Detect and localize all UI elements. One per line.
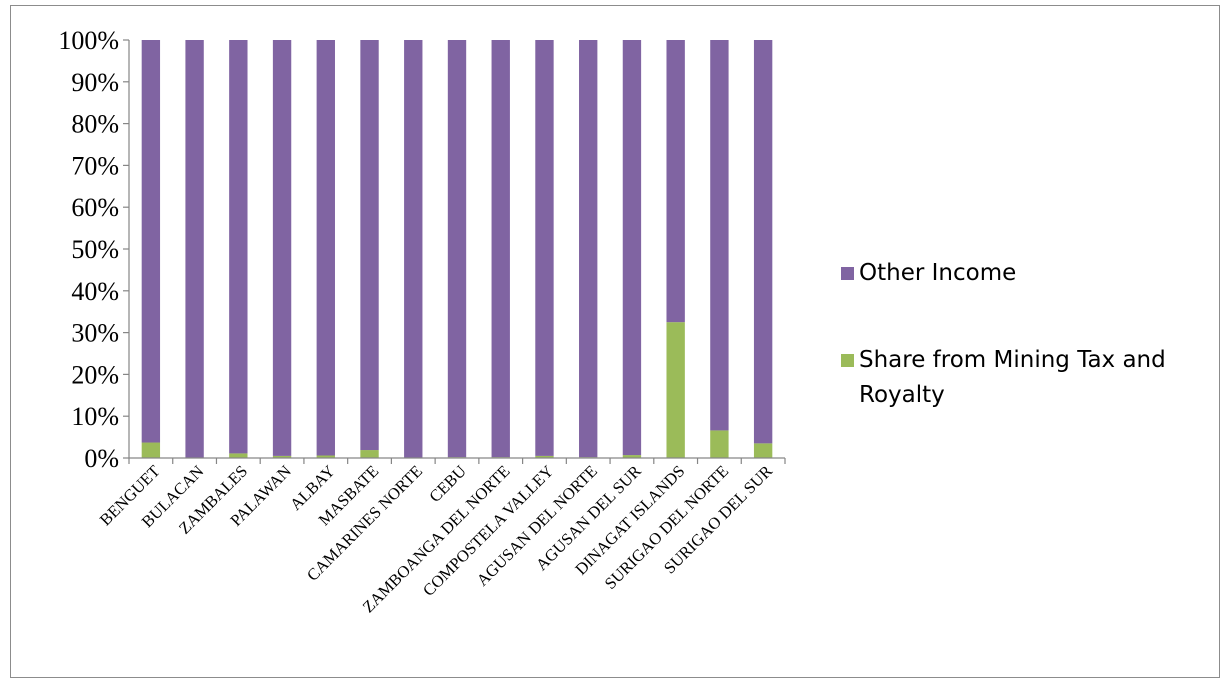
bar-share-mining [141,442,161,458]
bar-other-income [272,40,292,456]
bar-other-income [535,40,554,456]
bar-other-income [316,40,335,456]
bar-other-income [710,40,729,431]
y-tick-label: 30% [71,319,119,348]
legend-label: Share from Mining Tax and [859,347,1166,373]
bar-other-income [185,40,204,458]
bar-share-mining [316,455,335,458]
bar-other-income [491,40,510,458]
bar-share-mining [622,455,642,458]
bar-share-mining [710,430,729,458]
bar-share-mining [535,455,554,458]
bar-other-income [666,40,685,323]
legend-swatch [841,354,854,367]
bar-other-income [404,40,423,458]
y-tick-label: 90% [71,68,119,97]
y-tick-label: 80% [71,110,119,139]
y-tick-label: 20% [71,360,119,389]
bar-other-income [579,40,598,458]
bar-share-mining [229,453,248,458]
y-tick-label: 0% [84,444,119,473]
y-tick-label: 60% [71,193,119,222]
legend-label: Royalty [859,382,945,408]
bar-other-income [447,40,467,458]
chart-frame: 0% 10% 20% 30% 40% 50% 60% 70% 80% 90% 100% BENGUET… [10,5,1220,678]
y-tick-label: 100% [58,26,119,55]
bar-other-income [360,40,379,451]
bar-other-income [753,40,773,444]
bar-chart: 0%10%20%30%40%50%60%70%80%90%100%BENGUET… [58,26,1166,616]
bar-share-mining [666,322,685,458]
y-tick-label: 10% [71,402,119,431]
legend-label: Other Income [859,260,1016,286]
y-tick-label: 40% [71,277,119,306]
y-tick-label: 70% [71,151,119,180]
legend-swatch [841,267,854,280]
bar-share-mining [272,455,292,458]
bar-other-income [622,40,642,456]
bar-share-mining [753,443,773,458]
bar-other-income [141,40,161,443]
y-tick-label: 50% [71,235,119,264]
bar-share-mining [360,450,379,458]
bar-other-income [229,40,248,454]
